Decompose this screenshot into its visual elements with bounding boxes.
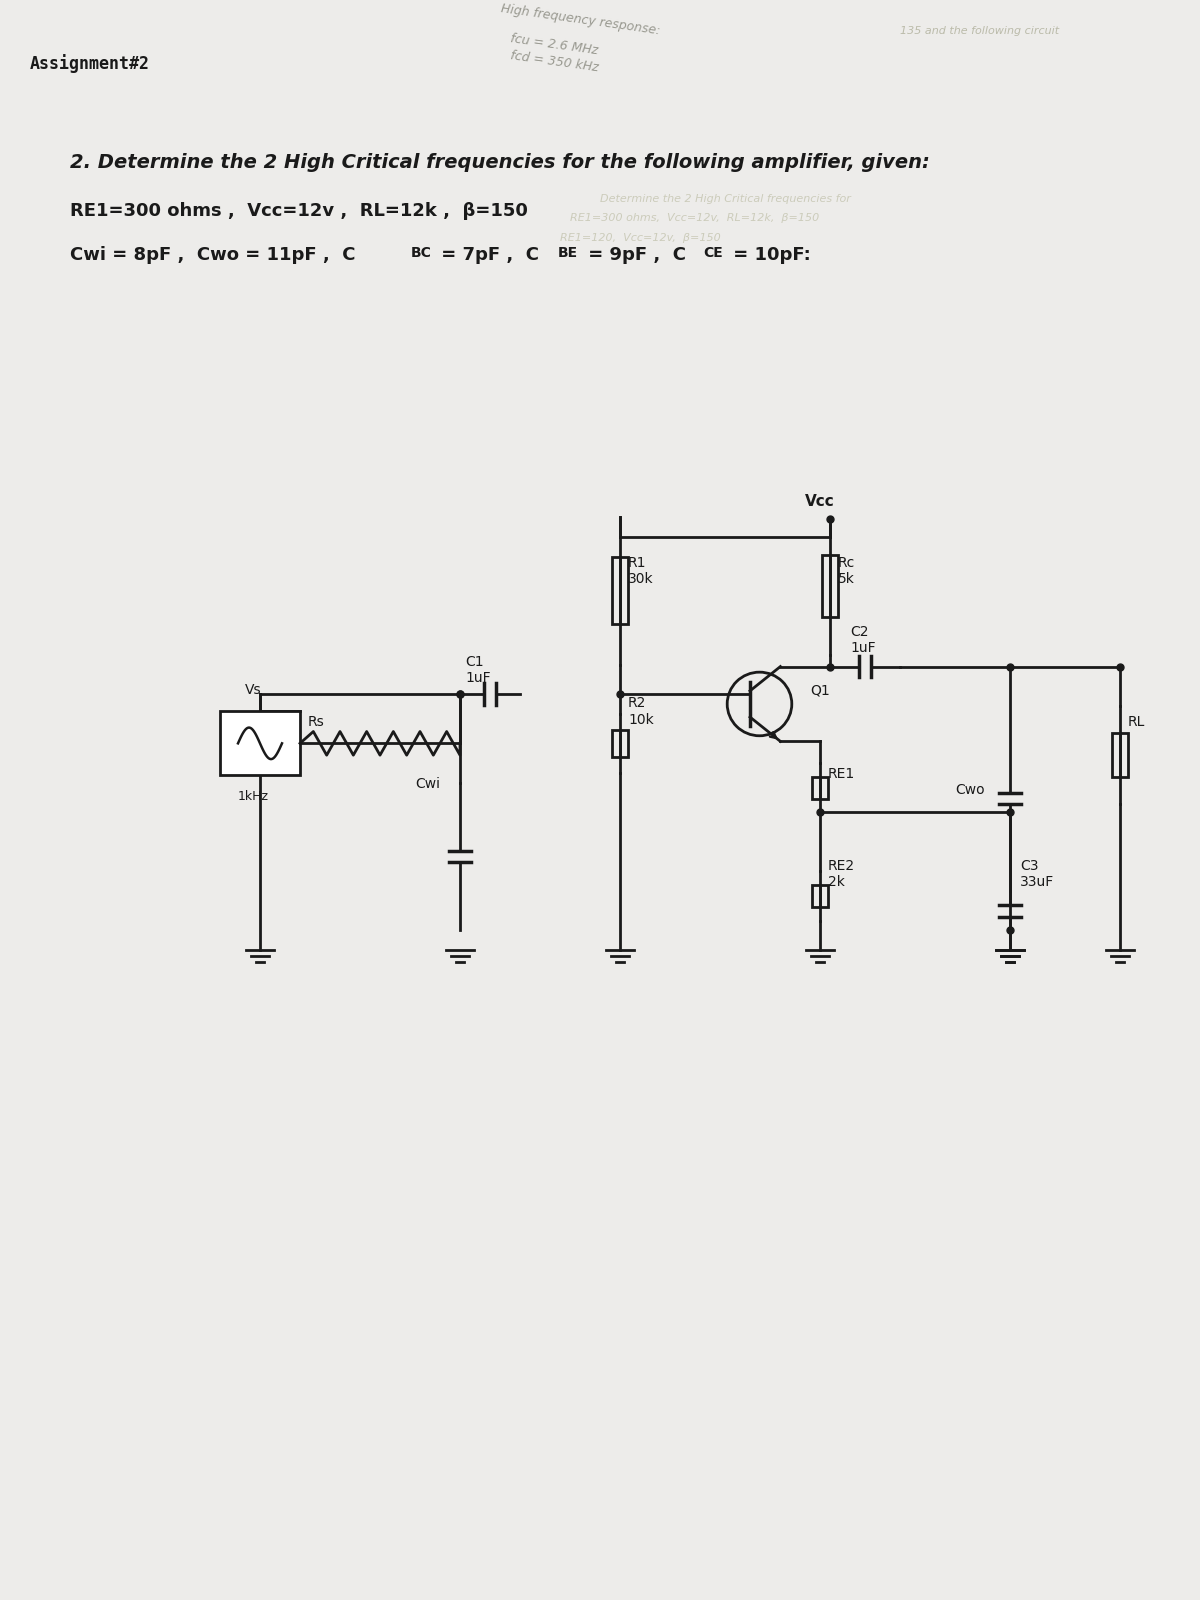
Text: Vcc: Vcc: [805, 494, 835, 509]
Text: = 7pF ,  C: = 7pF , C: [436, 246, 539, 264]
Bar: [220, 712, 300, 776]
Text: = 10pF:: = 10pF:: [727, 246, 811, 264]
Text: Rs: Rs: [308, 715, 325, 728]
Text: = 9pF ,  C: = 9pF , C: [582, 246, 686, 264]
Bar: [812, 776, 828, 798]
Bar: [612, 557, 628, 624]
Text: 135 and the following circuit: 135 and the following circuit: [900, 26, 1060, 37]
Text: High frequency response:: High frequency response:: [500, 2, 661, 37]
Text: Q1: Q1: [810, 683, 829, 698]
Text: R1
30k: R1 30k: [628, 557, 654, 587]
Text: R2
10k: R2 10k: [628, 696, 654, 726]
Text: Assignment#2: Assignment#2: [30, 54, 150, 74]
Bar: [1112, 733, 1128, 778]
Text: CE: CE: [703, 246, 722, 261]
Text: Rc
5k: Rc 5k: [838, 557, 856, 587]
Text: RE1=120,  Vcc=12v,  β=150: RE1=120, Vcc=12v, β=150: [560, 234, 721, 243]
Text: RE1=300 ohms ,  Vcc=12v ,  RL=12k ,  β=150: RE1=300 ohms , Vcc=12v , RL=12k , β=150: [70, 202, 528, 219]
Text: Vs: Vs: [245, 683, 262, 698]
Text: Cwo: Cwo: [955, 782, 985, 797]
Text: Cwi = 8pF ,  Cwo = 11pF ,  C: Cwi = 8pF , Cwo = 11pF , C: [70, 246, 355, 264]
Text: RE1: RE1: [828, 766, 856, 781]
Text: C1
1uF: C1 1uF: [466, 654, 491, 685]
Bar: [822, 555, 838, 618]
Text: RE2
2k: RE2 2k: [828, 859, 856, 890]
Text: RL: RL: [1128, 715, 1145, 728]
Text: C3
33uF: C3 33uF: [1020, 859, 1055, 890]
Bar: [812, 885, 828, 907]
Text: 1kHz: 1kHz: [238, 790, 269, 803]
Text: Cwi: Cwi: [415, 776, 440, 790]
Text: 2. Determine the 2 High Critical frequencies for the following amplifier, given:: 2. Determine the 2 High Critical frequen…: [70, 152, 930, 171]
Text: fcd = 350 kHz: fcd = 350 kHz: [510, 50, 600, 75]
Text: fcu = 2.6 MHz: fcu = 2.6 MHz: [510, 32, 599, 58]
Bar: [612, 730, 628, 757]
Text: Determine the 2 High Critical frequencies for: Determine the 2 High Critical frequencie…: [600, 194, 851, 203]
Text: BE: BE: [558, 246, 578, 261]
Text: BC: BC: [410, 246, 432, 261]
Text: C2
1uF: C2 1uF: [850, 624, 876, 654]
Text: RE1=300 ohms,  Vcc=12v,  RL=12k,  β=150: RE1=300 ohms, Vcc=12v, RL=12k, β=150: [570, 213, 820, 224]
